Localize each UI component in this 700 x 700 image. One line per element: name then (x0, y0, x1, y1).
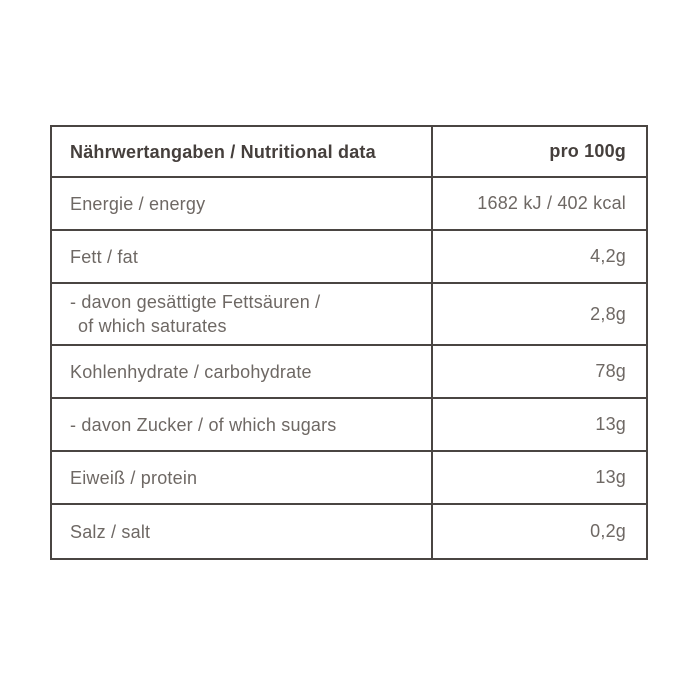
row-label-text: - davon Zucker / of which sugars (70, 414, 337, 435)
header-label-text: Nährwertangaben / Nutritional data (70, 141, 376, 162)
row-label: - davon gesättigte Fettsäuren / of which… (52, 284, 433, 344)
table-row-sugars: - davon Zucker / of which sugars 13g (52, 399, 646, 452)
row-value-text: 1682 kJ / 402 kcal (477, 193, 626, 213)
row-value: 4,2g (433, 231, 646, 282)
row-label-text-line2: of which saturates (78, 316, 227, 336)
header-label: Nährwertangaben / Nutritional data (52, 127, 433, 176)
table-header-row: Nährwertangaben / Nutritional data pro 1… (52, 127, 646, 178)
row-value-text: 2,8g (590, 303, 626, 324)
row-value-text: 13g (595, 467, 626, 487)
row-label-text: Fett / fat (70, 246, 139, 267)
row-value-text: 4,2g (590, 246, 626, 266)
table-row-fat: Fett / fat 4,2g (52, 231, 646, 284)
table-row-protein: Eiweiß / protein 13g (52, 452, 646, 505)
row-label: Energie / energy (52, 178, 433, 229)
row-value-text: 78g (595, 361, 626, 381)
table-row-energy: Energie / energy 1682 kJ / 402 kcal (52, 178, 646, 231)
row-label-text: Energie / energy (70, 193, 206, 214)
row-value: 13g (433, 452, 646, 503)
header-value: pro 100g (433, 127, 646, 176)
row-value: 1682 kJ / 402 kcal (433, 178, 646, 229)
row-label-text: Eiweiß / protein (70, 467, 198, 488)
table-row-salt: Salz / salt 0,2g (52, 505, 646, 558)
header-value-text: pro 100g (549, 141, 626, 161)
row-value: 2,8g (433, 284, 646, 344)
row-label: Eiweiß / protein (52, 452, 433, 503)
row-label: - davon Zucker / of which sugars (52, 399, 433, 450)
row-label-text: Kohlenhydrate / carbohydrate (70, 361, 312, 382)
row-value: 78g (433, 346, 646, 397)
row-label-text: - davon gesättigte Fettsäuren / (70, 292, 321, 312)
row-label: Salz / salt (52, 505, 433, 558)
row-label: Fett / fat (52, 231, 433, 282)
row-value: 13g (433, 399, 646, 450)
row-label-text: Salz / salt (70, 521, 151, 542)
table-row-carbohydrate: Kohlenhydrate / carbohydrate 78g (52, 346, 646, 399)
row-value: 0,2g (433, 505, 646, 558)
table-row-saturates: - davon gesättigte Fettsäuren / of which… (52, 284, 646, 346)
row-label: Kohlenhydrate / carbohydrate (52, 346, 433, 397)
nutrition-table: Nährwertangaben / Nutritional data pro 1… (50, 125, 648, 560)
row-value-text: 13g (595, 414, 626, 434)
row-value-text: 0,2g (590, 521, 626, 541)
